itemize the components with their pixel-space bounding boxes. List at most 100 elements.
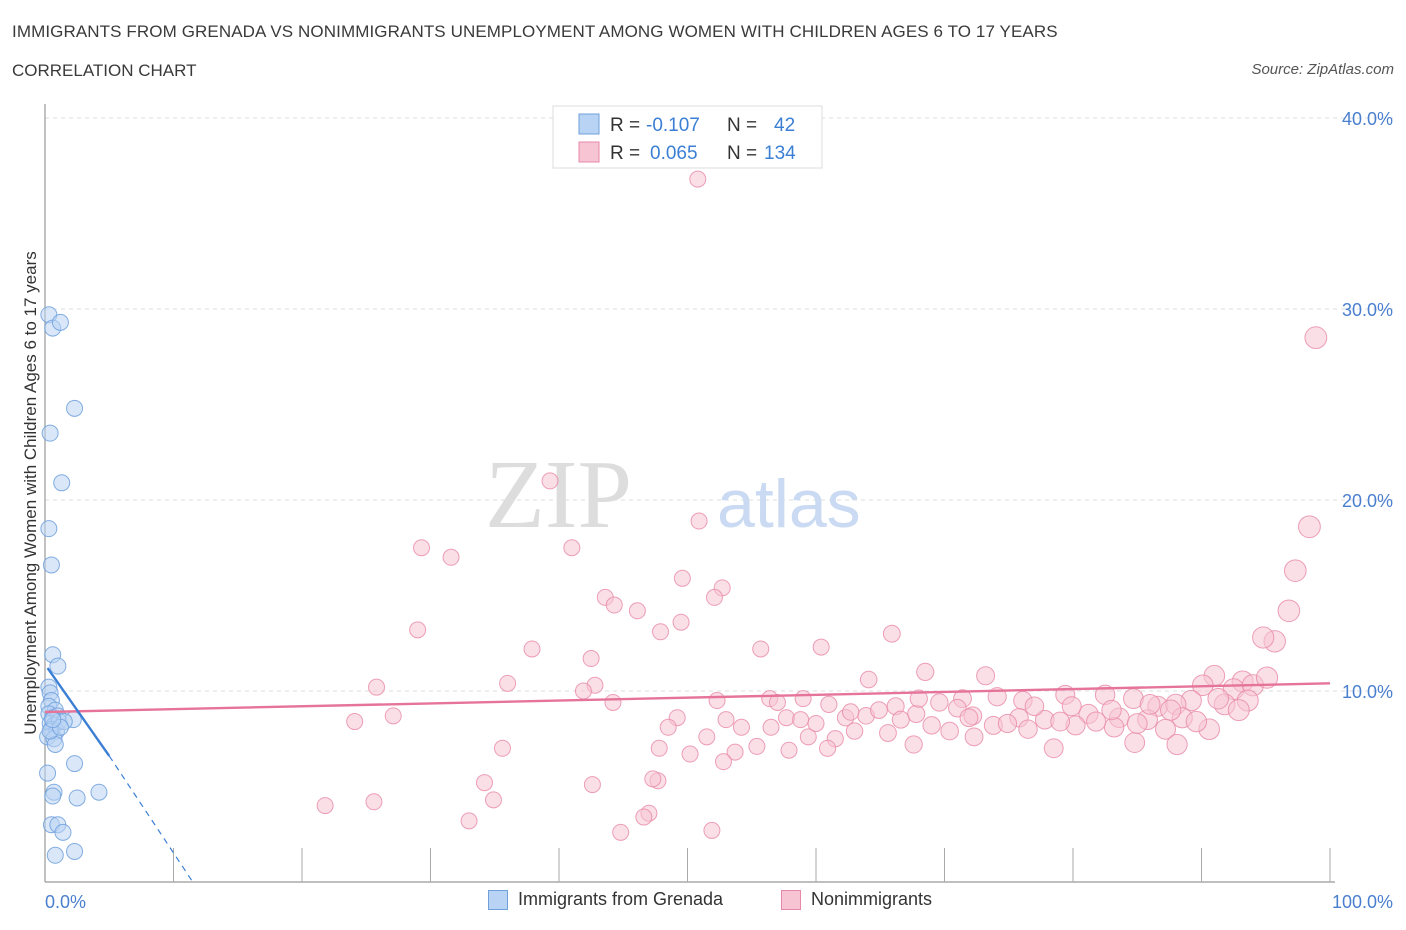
nonimmigrant-point (841, 703, 860, 721)
chart-title: IMMIGRANTS FROM GRENADA VS NONIMMIGRANTS… (12, 22, 1058, 41)
nonimmigrant-point (574, 682, 592, 700)
series-legend: Immigrants from Grenada Nonimmigrants (0, 889, 1406, 915)
grenada-point (68, 789, 86, 807)
y-axis-label: Unemployment Among Women with Children A… (21, 251, 40, 735)
nonimmigrant-point (820, 695, 838, 713)
nonimmigrant-point (1050, 711, 1071, 732)
nonimmigrant-point (316, 797, 334, 815)
y-tick-label: 40.0% (1342, 109, 1393, 129)
nonimmigrant-point (1227, 699, 1250, 722)
nonimmigrant-point (1284, 559, 1307, 582)
nonimmigrant-point (703, 821, 721, 839)
y-tick-label: 30.0% (1342, 300, 1393, 320)
nonimmigrant-point (794, 690, 812, 708)
nonimmigrant-point (541, 472, 559, 490)
legend-label-grenada: Immigrants from Grenada (518, 889, 724, 909)
nonimmigrant-point (582, 650, 600, 668)
nonimmigrant-point (672, 613, 690, 631)
nonimmigrant-point (523, 640, 541, 658)
nonimmigrant-point (604, 693, 622, 711)
nonimmigrant-point (732, 718, 750, 736)
legend-n-label: N = (727, 143, 757, 164)
nonimmigrant-point (748, 737, 766, 755)
nonimmigrant-point (792, 711, 810, 729)
nonimmigrant-point (368, 678, 386, 696)
nonimmigrant-point (605, 596, 623, 614)
legend-item-nonimmigrants: Nonimmigrants (781, 889, 932, 910)
grenada-point (46, 846, 64, 864)
grenada-points (39, 306, 108, 864)
nonimmigrant-point (812, 638, 830, 656)
nonimmigrant-point (1124, 732, 1146, 753)
grenada-point (66, 399, 84, 417)
grenada-point (49, 657, 67, 675)
nonimmigrant-point (628, 602, 646, 620)
nonimmigrant-point (807, 714, 825, 732)
nonimmigrant-point (484, 791, 502, 809)
legend-swatch-nonimmigrants (781, 889, 801, 910)
nonimmigrant-point (365, 793, 383, 811)
nonimmigrant-point (904, 735, 923, 754)
nonimmigrant-point (777, 709, 795, 727)
nonimmigrant-point (940, 721, 959, 741)
nonimmigrant-point (907, 704, 926, 724)
grenada-point (44, 787, 62, 805)
grenada-trendline-extension (108, 755, 194, 883)
watermark-atlas: atlas (717, 466, 861, 542)
nonimmigrant-point (987, 687, 1007, 707)
trendlines (44, 667, 1331, 883)
nonimmigrant-point (1207, 687, 1230, 710)
legend-n-value-nonimmigrants: 134 (764, 143, 796, 164)
nonimmigrant-point (1139, 693, 1161, 715)
grenada-point (41, 424, 59, 442)
nonimmigrant-point (1103, 717, 1125, 738)
watermark: ZIP atlas (485, 441, 861, 549)
nonimmigrant-point (1166, 733, 1188, 756)
nonimmigrant-point (563, 539, 581, 557)
x-tick-labels: 0.0% 100.0% (45, 892, 1393, 912)
nonimmigrant-point (1160, 699, 1182, 721)
nonimmigrant-point (909, 689, 928, 708)
nonimmigrant-point (690, 512, 708, 530)
x-tick-label: 100.0% (1332, 892, 1393, 912)
gridlines (45, 117, 1395, 692)
nonimmigrant-point (922, 716, 941, 735)
nonimmigrant-point (1101, 699, 1122, 721)
nonimmigrant-point (705, 588, 723, 606)
grenada-trendline (46, 667, 111, 757)
nonimmigrant-point (409, 621, 427, 639)
legend-swatch-nonimmigrants (578, 141, 600, 163)
nonimmigrant-point (1126, 713, 1148, 734)
nonimmigrant-point (859, 670, 878, 689)
grenada-point (44, 711, 62, 729)
watermark-zip: ZIP (485, 441, 632, 549)
nonimmigrant-point (673, 569, 691, 587)
nonimmigrants-trendline (44, 682, 1331, 714)
nonimmigrant-point (644, 770, 662, 788)
nonimmigrant-point (818, 739, 837, 757)
nonimmigrant-point (768, 693, 786, 711)
legend-r-label: R = (610, 143, 640, 164)
nonimmigrant-point (708, 692, 726, 710)
correlation-legend: R = -0.107 N = 42 R = 0.065 N = 134 (552, 105, 823, 169)
y-tick-label: 20.0% (1342, 491, 1393, 511)
nonimmigrant-point (1252, 626, 1275, 649)
nonimmigrant-point (698, 728, 716, 746)
nonimmigrant-point (1255, 666, 1279, 689)
nonimmigrant-point (493, 739, 511, 757)
nonimmigrant-point (689, 170, 707, 188)
nonimmigrant-point (681, 745, 699, 763)
nonimmigrant-point (714, 753, 732, 771)
nonimmigrant-point (882, 624, 901, 643)
nonimmigrant-point (891, 710, 910, 729)
grenada-point (42, 556, 60, 574)
nonimmigrant-point (762, 718, 780, 736)
nonimmigrant-point (583, 776, 601, 794)
nonimmigrant-point (1043, 738, 1064, 759)
nonimmigrant-point (635, 808, 653, 826)
nonimmigrant-point (799, 728, 817, 746)
grenada-point (90, 783, 108, 801)
nonimmigrant-point (384, 707, 402, 725)
nonimmigrant-point (475, 774, 493, 792)
